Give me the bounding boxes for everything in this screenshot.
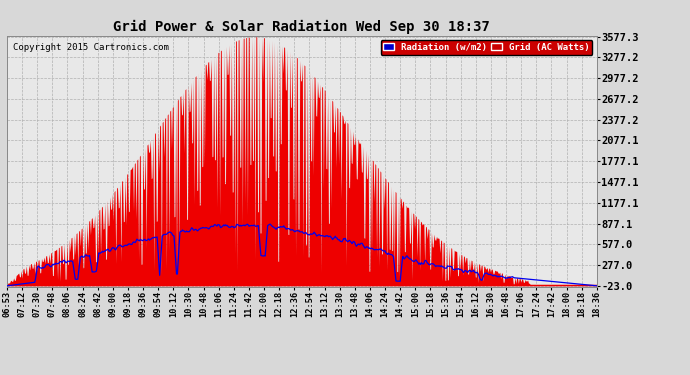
Text: Copyright 2015 Cartronics.com: Copyright 2015 Cartronics.com	[13, 43, 168, 52]
Title: Grid Power & Solar Radiation Wed Sep 30 18:37: Grid Power & Solar Radiation Wed Sep 30 …	[113, 20, 491, 34]
Legend: Radiation (w/m2), Grid (AC Watts): Radiation (w/m2), Grid (AC Watts)	[381, 40, 592, 54]
